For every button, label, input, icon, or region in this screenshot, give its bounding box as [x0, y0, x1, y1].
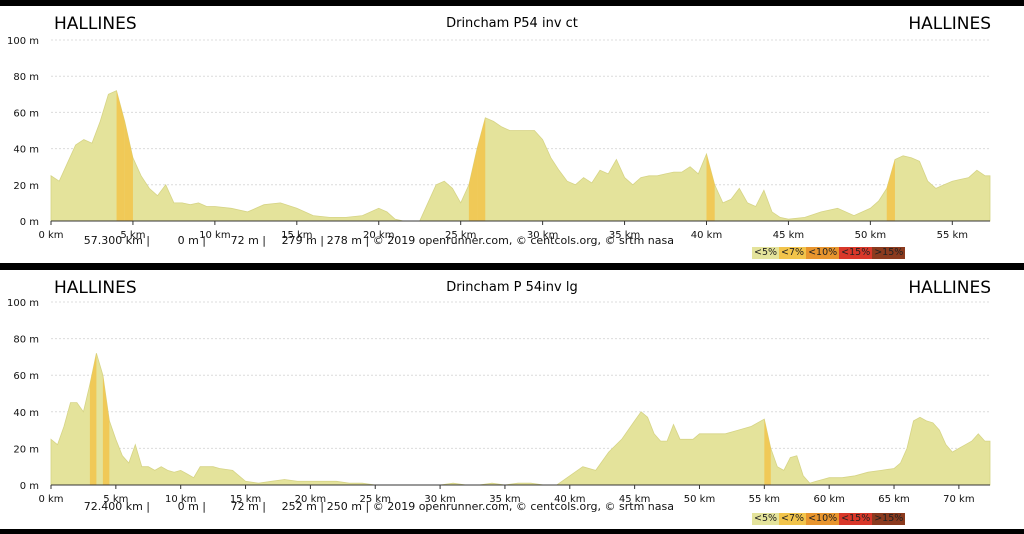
y-tick-label: 40 m: [13, 145, 39, 156]
x-tick-label: 5 km: [103, 494, 128, 505]
x-tick-label: 40 km: [554, 494, 585, 505]
legend-item: <15%: [839, 513, 873, 525]
end-town-label: HALLINES: [908, 278, 991, 298]
y-tick-label: 80 m: [13, 335, 39, 346]
legend-item: <15%: [839, 247, 873, 259]
x-tick-label: 25 km: [445, 230, 476, 241]
x-tick-label: 60 km: [813, 494, 844, 505]
x-tick-label: 45 km: [773, 230, 804, 241]
x-tick-label: 0 km: [38, 494, 63, 505]
legend-item: >15%: [872, 513, 906, 525]
x-tick-label: 5 km: [120, 230, 145, 241]
stat-min-altitude: 0 m |: [177, 234, 206, 247]
x-tick-label: 20 km: [363, 230, 394, 241]
route-title: Drincham P 54inv lg: [446, 280, 578, 295]
stat-min-altitude: 0 m |: [177, 500, 206, 513]
steep-segment: [124, 121, 133, 221]
legend-item: >15%: [872, 247, 906, 259]
stat-distance: 72.400 km |: [83, 500, 150, 513]
y-tick-label: 0 m: [20, 481, 39, 492]
stat-climb: 252 m |: [281, 500, 324, 513]
legend-item: <5%: [752, 513, 780, 525]
stat-descent-credits: 278 m | © 2019 openrunner.com, © centcol…: [326, 234, 674, 247]
elevation-area: [50, 90, 991, 222]
steep-segment: [102, 375, 110, 485]
x-tick-label: 20 km: [295, 494, 326, 505]
legend-item: <5%: [752, 247, 780, 259]
x-tick-label: 15 km: [281, 230, 312, 241]
elevation-chart-1: 0 m 20 m 40 m 60 m 80 m 100 m 0 km 5 km 10 km 15 …: [7, 36, 991, 241]
steep-segment: [764, 419, 771, 485]
start-town-label: HALLINES: [54, 14, 137, 34]
steep-segment: [706, 154, 715, 221]
steep-segment: [89, 353, 97, 485]
stat-max-altitude: 72 m |: [230, 234, 266, 247]
x-tick-label: 30 km: [424, 494, 455, 505]
route-stats: 72.400 km | 0 m | 72 m | 252 m | 250 m | © 2…: [0, 487, 674, 526]
y-tick-label: 20 m: [13, 181, 39, 192]
x-tick-label: 50 km: [855, 230, 886, 241]
y-tick-label: 100 m: [7, 36, 39, 47]
stat-climb: 279 m |: [281, 234, 324, 247]
route-title: Drincham P54 inv ct: [446, 16, 578, 31]
legend-item: <10%: [806, 513, 840, 525]
y-tick-label: 60 m: [13, 371, 39, 382]
x-tick-label: 0 km: [38, 230, 63, 241]
y-tick-label: 0 m: [20, 217, 39, 228]
stat-distance: 57.300 km |: [83, 234, 150, 247]
x-tick-label: 50 km: [684, 494, 715, 505]
legend-item: <7%: [779, 513, 807, 525]
y-tick-label: 20 m: [13, 444, 39, 455]
elevation-panel-1: HALLINES Drincham P54 inv ct HALLINES 0 …: [0, 6, 1024, 263]
x-tick-label: 10 km: [199, 230, 230, 241]
y-tick-label: 80 m: [13, 72, 39, 83]
stat-descent-credits: 250 m | © 2019 openrunner.com, © centcol…: [326, 500, 674, 513]
route-stats: 57.300 km | 0 m | 72 m | 279 m | 278 m | © 2…: [0, 221, 674, 260]
steep-segment: [468, 148, 478, 221]
elevation-panel-2: HALLINES Drincham P 54inv lg HALLINES 0 …: [0, 270, 1024, 529]
steep-segment: [886, 159, 895, 221]
x-tick-label: 70 km: [943, 494, 974, 505]
x-tick-label: 40 km: [691, 230, 722, 241]
end-town-label: HALLINES: [908, 14, 991, 34]
legend-item: <10%: [806, 247, 840, 259]
elevation-area: [50, 353, 991, 486]
x-tick-label: 35 km: [489, 494, 520, 505]
y-tick-label: 100 m: [7, 298, 39, 309]
x-tick-label: 25 km: [360, 494, 391, 505]
x-tick-label: 10 km: [165, 494, 196, 505]
x-tick-label: 30 km: [527, 230, 558, 241]
y-tick-label: 60 m: [13, 108, 39, 119]
x-tick-label: 55 km: [937, 230, 968, 241]
x-tick-label: 45 km: [619, 494, 650, 505]
start-town-label: HALLINES: [54, 278, 137, 298]
elevation-chart-2: 0 m 20 m 40 m 60 m 80 m 100 m 0 km 5 km 10 km 15 …: [7, 298, 991, 505]
gradient-legend: <5% <7% <10% <15% >15%: [752, 513, 906, 525]
steep-segment: [116, 90, 125, 222]
x-tick-label: 65 km: [878, 494, 909, 505]
x-tick-label: 55 km: [749, 494, 780, 505]
stat-max-altitude: 72 m |: [230, 500, 266, 513]
x-tick-label: 15 km: [230, 494, 261, 505]
gradient-legend: <5% <7% <10% <15% >15%: [752, 247, 906, 259]
y-tick-label: 40 m: [13, 408, 39, 419]
steep-segment: [477, 117, 486, 221]
legend-item: <7%: [779, 247, 807, 259]
x-tick-label: 35 km: [609, 230, 640, 241]
